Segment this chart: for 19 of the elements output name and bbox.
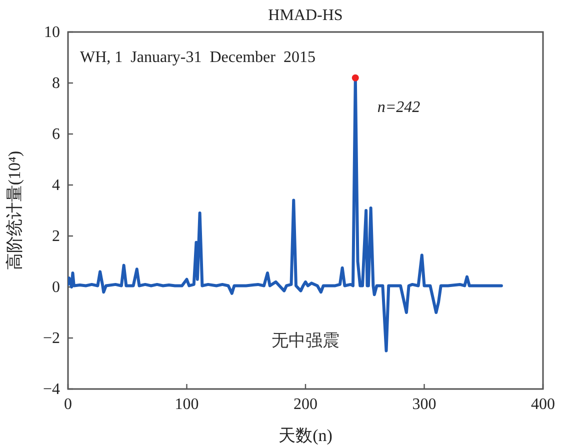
y-tick-label: −2 xyxy=(42,330,60,347)
y-tick-label: 10 xyxy=(44,24,60,41)
y-tick-label: 0 xyxy=(52,279,60,296)
annotation: WH, 1 January-31 December 2015 xyxy=(80,49,316,66)
x-tick-label: 200 xyxy=(294,396,318,413)
x-tick-label: 100 xyxy=(174,396,199,413)
y-axis-title: 高阶统计量(10⁴) xyxy=(5,150,24,270)
x-tick-label: 0 xyxy=(64,396,72,413)
x-axis-title: 天数(n) xyxy=(278,426,332,445)
annotation: n=242 xyxy=(377,98,420,116)
y-tick-label: −4 xyxy=(42,381,60,398)
annotation: 无中强震 xyxy=(272,331,340,350)
x-tick-label: 300 xyxy=(412,396,436,413)
y-tick-label: 2 xyxy=(52,228,60,245)
x-tick-label: 400 xyxy=(531,396,555,413)
y-tick-label: 6 xyxy=(52,126,60,143)
y-tick-label: 4 xyxy=(52,177,60,194)
y-tick-label: 8 xyxy=(52,75,60,92)
chart-title: HMAD-HS xyxy=(268,7,343,24)
